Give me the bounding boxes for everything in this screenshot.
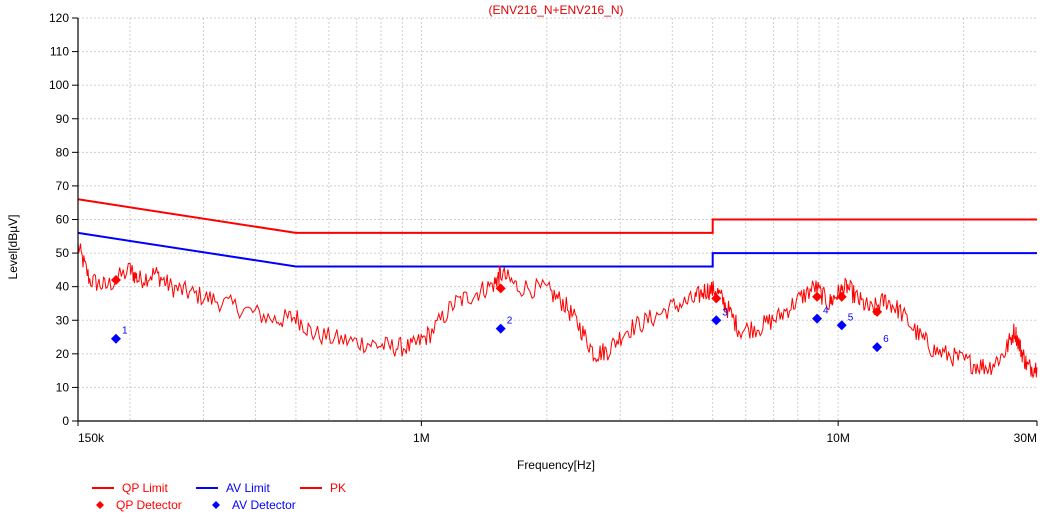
y-tick-label-10: 100 xyxy=(49,78,69,92)
marker-label-5: 5 xyxy=(848,312,854,323)
marker-label-6: 6 xyxy=(883,334,889,345)
av-detector-marker-2 xyxy=(495,323,506,334)
x-tick-label-3: 30M xyxy=(1014,431,1037,445)
av-detector-marker-3 xyxy=(711,315,722,326)
legend-label: QP Limit xyxy=(122,481,168,495)
y-tick-label-5: 50 xyxy=(56,246,70,260)
x-axis-label: Frequency[Hz] xyxy=(517,458,595,472)
legend-item-qp-limit: QP Limit xyxy=(92,481,168,495)
legend-swatch xyxy=(96,501,104,509)
detector-markers: 1 2 3 4 5 6 xyxy=(110,274,889,353)
x-tick-label-1: 1M xyxy=(413,431,430,445)
y-tick-label-8: 80 xyxy=(56,145,70,159)
qp-detector-marker-2 xyxy=(495,283,506,294)
av-detector-marker-6 xyxy=(872,342,883,353)
y-tick-label-1: 10 xyxy=(56,380,70,394)
legend: QP Limit AV Limit PK QP Detector AV Detector xyxy=(92,481,346,512)
legend-label: QP Detector xyxy=(116,498,182,512)
y-tick-label-11: 110 xyxy=(50,45,69,59)
limit-lines xyxy=(77,198,1037,268)
qp-detector-marker-6 xyxy=(872,306,883,317)
y-tick-label-3: 30 xyxy=(56,313,70,327)
y-tick-label-2: 20 xyxy=(56,347,70,361)
y-tick-label-9: 90 xyxy=(56,112,70,126)
qp-detector-marker-3 xyxy=(711,293,722,304)
y-axis-label: Level[dBµV] xyxy=(6,215,20,280)
y-tick-label-7: 70 xyxy=(56,179,70,193)
legend-swatch xyxy=(212,501,220,509)
marker-label-2: 2 xyxy=(507,316,513,327)
pk-trace xyxy=(77,243,1038,379)
y-tick-label-12: 120 xyxy=(49,11,69,25)
legend-item-pk: PK xyxy=(300,481,346,495)
av-detector-marker-1 xyxy=(110,333,121,344)
legend-item-av-limit: AV Limit xyxy=(196,481,270,495)
y-tick-label-0: 0 xyxy=(62,414,69,428)
chart-title: (ENV216_N+ENV216_N) xyxy=(488,3,623,17)
av-detector-marker-4 xyxy=(812,313,823,324)
qp-detector-marker-4 xyxy=(812,291,823,302)
legend-label: AV Detector xyxy=(232,498,296,512)
y-tick-label-4: 40 xyxy=(56,280,70,294)
y-tick-label-6: 60 xyxy=(56,213,70,227)
marker-label-1: 1 xyxy=(122,326,128,337)
qp-detector-marker-5 xyxy=(836,291,847,302)
marker-label-3: 3 xyxy=(722,307,728,318)
axes: 0 10 20 30 40 50 60 70 80 90 100 110 120 150k 1M 10M 30M xyxy=(49,11,1038,445)
qp-detector-marker-1 xyxy=(110,274,121,285)
x-tick-label-0: 150k xyxy=(78,431,105,445)
marker-label-4: 4 xyxy=(823,306,829,317)
legend-item-av-detector: AV Detector xyxy=(212,498,296,512)
legend-label: AV Limit xyxy=(226,481,270,495)
x-tick-label-2: 10M xyxy=(826,431,849,445)
av-detector-marker-5 xyxy=(836,320,847,331)
pk-trace-line xyxy=(77,243,1038,379)
legend-item-qp-detector: QP Detector xyxy=(96,498,182,512)
legend-label: PK xyxy=(330,481,346,495)
av-limit-line xyxy=(77,231,1037,268)
qp-limit-line xyxy=(77,198,1037,234)
